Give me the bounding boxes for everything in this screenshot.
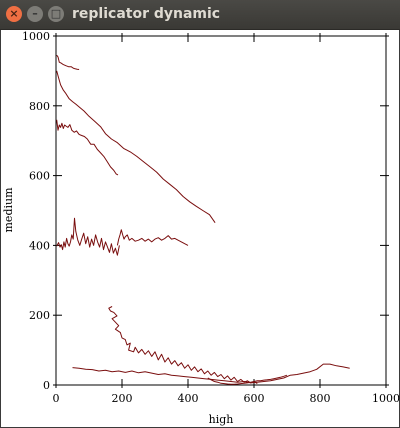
y-tick-label: 600	[29, 170, 50, 183]
trajectory-line-2	[56, 70, 216, 223]
y-tick-label: 1000	[22, 30, 50, 43]
x-tick-label: 600	[244, 392, 265, 405]
y-tick-label: 800	[29, 100, 50, 113]
window-title: replicator dynamic	[72, 6, 221, 22]
plot-frame	[55, 35, 387, 386]
trajectory-line-8	[207, 374, 288, 385]
trajectory-line-5	[116, 229, 189, 246]
maximize-icon[interactable]: □	[48, 6, 64, 22]
x-tick-label: 1000	[372, 392, 400, 405]
x-axis-label: high	[209, 413, 234, 426]
y-tick-label: 400	[29, 239, 50, 252]
trajectory-line-4	[56, 217, 120, 256]
x-tick-label: 800	[310, 392, 331, 405]
close-icon[interactable]: ×	[6, 6, 22, 22]
y-axis-label: medium	[2, 187, 15, 233]
minimize-icon[interactable]: –	[27, 6, 43, 22]
x-tick-label: 400	[178, 392, 199, 405]
trajectory-line-1	[56, 54, 80, 70]
trajectory-line-6	[108, 306, 258, 385]
trajectory-line-3	[56, 119, 119, 176]
title-bar[interactable]: × – □ replicator dynamic	[0, 0, 400, 30]
y-tick-label: 0	[43, 379, 50, 392]
x-tick-label: 0	[53, 392, 60, 405]
x-tick-label: 200	[112, 392, 133, 405]
y-tick-label: 200	[29, 309, 50, 322]
